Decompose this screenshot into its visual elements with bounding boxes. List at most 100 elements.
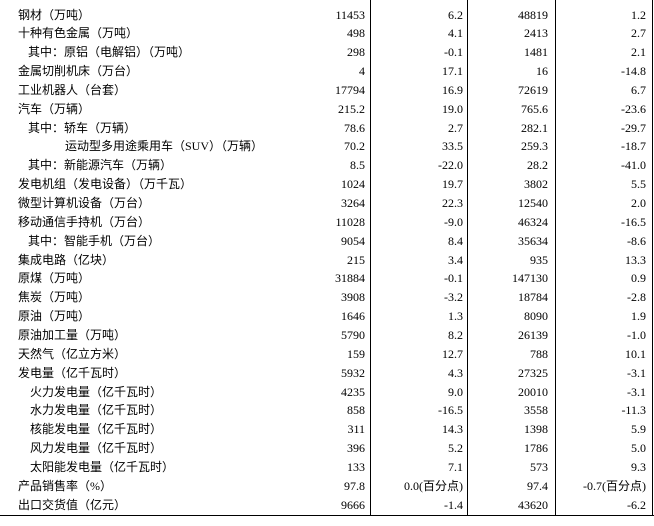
cell-value: 1398 <box>524 422 548 437</box>
table-row: 发电量（亿千瓦时） 5932 4.3 27325 -3.1 <box>0 364 654 383</box>
cell-value: 5790 <box>341 327 365 342</box>
cell-value: 159 <box>347 346 365 361</box>
column-line <box>370 0 371 516</box>
cell-value: 26139 <box>518 327 548 342</box>
cell-value: 27325 <box>518 365 548 380</box>
row-label: 汽车（万辆） <box>18 101 91 116</box>
cell-value: 9.0 <box>448 384 463 399</box>
row-label: 产品销售率（%） <box>18 478 112 493</box>
cell-value: -1.0 <box>627 327 646 342</box>
table-row: 汽车（万辆） 215.2 19.0 765.6 -23.6 <box>0 100 654 119</box>
cell-value: 14.3 <box>442 422 463 437</box>
cell-value: 1.2 <box>631 7 646 22</box>
cell-value: -3.2 <box>444 290 463 305</box>
cell-value: -2.8 <box>627 290 646 305</box>
cell-value: -9.0 <box>444 214 463 229</box>
table-row: 运动型多用途乘用车（SUV）（万辆） 70.2 33.5 259.3 -18.7 <box>0 137 654 156</box>
cell-value: 3908 <box>341 290 365 305</box>
table-row: 其中：轿车（万辆） 78.6 2.7 282.1 -29.7 <box>0 119 654 138</box>
row-label: 太阳能发电量（亿千瓦时） <box>30 459 175 474</box>
row-label: 水力发电量（亿千瓦时） <box>30 403 163 418</box>
cell-value: 282.1 <box>521 120 548 135</box>
row-label: 微型计算机设备（万台） <box>18 196 151 210</box>
cell-value: 1786 <box>524 441 548 456</box>
table-row: 移动通信手持机（万台） 11028 -9.0 46324 -16.5 <box>0 213 654 232</box>
row-label: 原油（万吨） <box>18 309 91 324</box>
cell-value: 20010 <box>518 384 548 399</box>
cell-value: 43620 <box>518 497 548 512</box>
cell-value: 17.1 <box>442 64 463 79</box>
row-label: 原油加工量（万吨） <box>18 327 127 342</box>
cell-value: 858 <box>347 403 365 418</box>
row-label: 核能发电量（亿千瓦时） <box>30 422 163 437</box>
cell-value: 33.5 <box>442 139 463 154</box>
table-row: 其中：新能源汽车（万辆） 8.5 -22.0 28.2 -41.0 <box>0 156 654 175</box>
cell-value: 78.6 <box>344 120 365 135</box>
cell-value: -14.8 <box>621 64 646 79</box>
cell-value: 1024 <box>341 177 365 192</box>
cell-value: 8090 <box>524 309 548 324</box>
cell-value: 31884 <box>335 271 365 286</box>
table-row: 原煤（万吨） 31884 -0.1 147130 0.9 <box>0 269 654 288</box>
cell-value: 97.4 <box>527 478 548 493</box>
cell-value: 35634 <box>518 233 548 248</box>
row-label: 集成电路（亿块） <box>18 252 115 267</box>
cell-value: -16.5 <box>438 403 463 418</box>
cell-value: 1481 <box>524 45 548 60</box>
table-row: 核能发电量（亿千瓦时） 311 14.3 1398 5.9 <box>0 420 654 439</box>
cell-value: 6.7 <box>631 82 646 97</box>
cell-value: 3264 <box>341 196 365 210</box>
cell-value: 4235 <box>341 384 365 399</box>
cell-value: 2.1 <box>631 45 646 60</box>
cell-value: 215 <box>347 252 365 267</box>
cell-value: 0.0(百分点) <box>404 478 463 493</box>
cell-value: -6.2 <box>627 497 646 512</box>
cell-value: -3.1 <box>627 365 646 380</box>
cell-value: 18784 <box>518 290 548 305</box>
cell-value: 12540 <box>518 196 548 210</box>
cell-value: -1.4 <box>444 497 463 512</box>
cell-value: -41.0 <box>621 158 646 173</box>
column-line <box>555 0 556 516</box>
row-label: 工业机器人（台套） <box>18 82 127 97</box>
table-row: 产品销售率（%） 97.8 0.0(百分点) 97.4 -0.7(百分点) <box>0 477 654 496</box>
cell-value: 573 <box>530 459 548 474</box>
cell-value: -29.7 <box>621 120 646 135</box>
cell-value: 4 <box>359 64 365 79</box>
cell-value: 1646 <box>341 309 365 324</box>
cell-value: 97.8 <box>344 478 365 493</box>
cell-value: -0.1 <box>444 271 463 286</box>
cell-value: 11028 <box>335 214 365 229</box>
cell-value: 2413 <box>524 26 548 41</box>
table-row: 钢材（万吨） 11453 6.2 48819 1.2 <box>0 6 654 25</box>
cell-value: 10.1 <box>625 346 646 361</box>
cell-value: 13.3 <box>625 252 646 267</box>
table-row: 原油加工量（万吨） 5790 8.2 26139 -1.0 <box>0 326 654 345</box>
cell-value: 9054 <box>341 233 365 248</box>
column-line <box>467 0 468 516</box>
cell-value: 22.3 <box>442 196 463 210</box>
table-row: 金属切削机床（万台） 4 17.1 16 -14.8 <box>0 62 654 81</box>
table-row: 发电机组（发电设备）（万千瓦） 1024 19.7 3802 5.5 <box>0 175 654 194</box>
row-label: 原煤（万吨） <box>18 271 91 286</box>
cell-value: 17794 <box>335 82 365 97</box>
column-line <box>652 0 653 516</box>
cell-value: 19.7 <box>442 177 463 192</box>
cell-value: -23.6 <box>621 101 646 116</box>
cell-value: 48819 <box>518 7 548 22</box>
row-label: 运动型多用途乘用车（SUV）（万辆） <box>65 139 264 154</box>
cell-value: 2.0 <box>631 196 646 210</box>
cell-value: 4.3 <box>448 365 463 380</box>
cell-value: 9.3 <box>631 459 646 474</box>
table-row: 火力发电量（亿千瓦时） 4235 9.0 20010 -3.1 <box>0 383 654 402</box>
table-row: 工业机器人（台套） 17794 16.9 72619 6.7 <box>0 81 654 100</box>
cell-value: 2.7 <box>448 120 463 135</box>
cell-value: -22.0 <box>438 158 463 173</box>
table-row: 微型计算机设备（万台） 3264 22.3 12540 2.0 <box>0 194 654 213</box>
row-label: 火力发电量（亿千瓦时） <box>30 384 163 399</box>
table-row: 风力发电量（亿千瓦时） 396 5.2 1786 5.0 <box>0 439 654 458</box>
row-label: 其中：智能手机（万台） <box>28 233 161 248</box>
cell-value: -0.1 <box>444 45 463 60</box>
cell-value: -0.7(百分点) <box>583 478 646 493</box>
